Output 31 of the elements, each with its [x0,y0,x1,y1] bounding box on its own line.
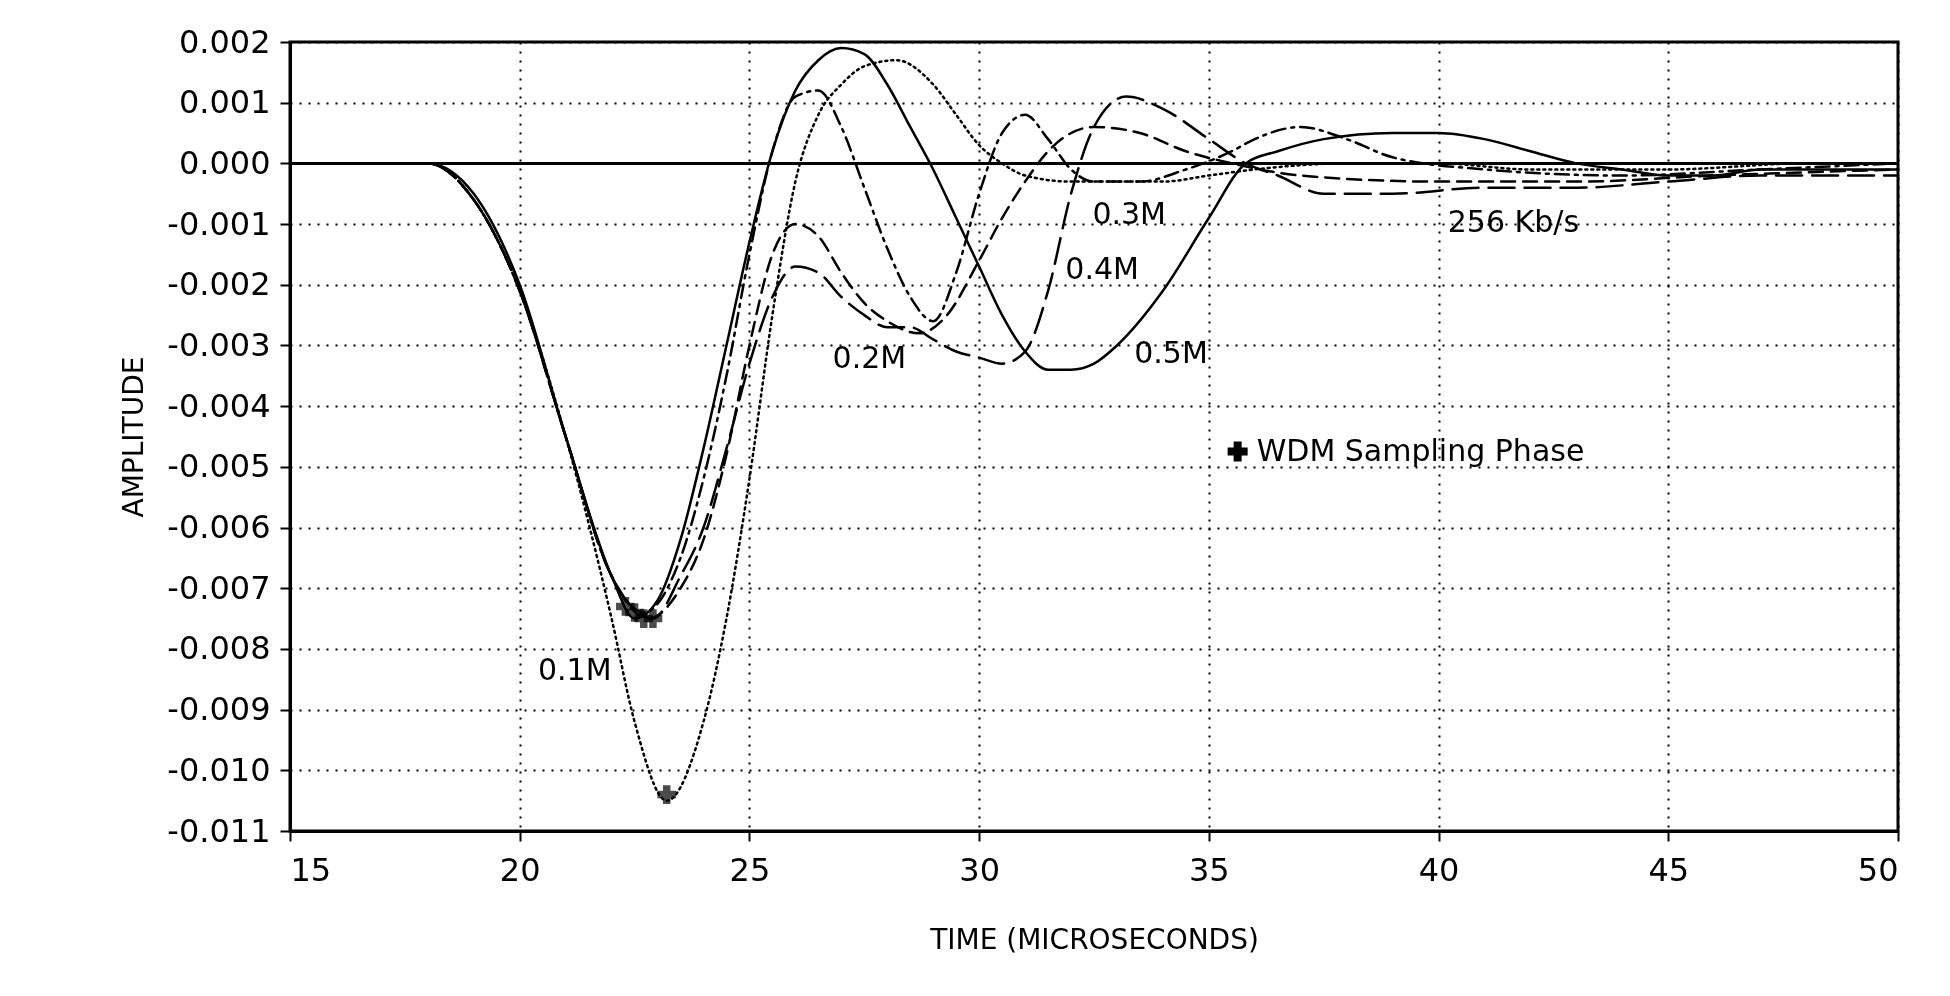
y-tick-label: -0.002 [167,265,271,304]
y-tick-label: 0.000 [178,143,271,182]
y-tick-label: -0.009 [167,690,271,729]
series-label: 0.2M [832,340,907,376]
y-tick-label: 0.002 [178,22,271,61]
series-label: 0.5M [1134,334,1208,370]
y-tick-label: -0.011 [167,811,271,850]
y-axis-title: AMPLITUDE [117,356,151,518]
x-tick-label: 15 [290,850,332,889]
y-tick-label: -0.010 [167,750,271,789]
x-tick-label: 40 [1418,850,1460,889]
y-tick-label: -0.007 [167,568,271,607]
x-tick-label: 45 [1648,850,1690,889]
series-label: 0.3M [1092,196,1166,232]
x-tick-label: 25 [729,850,771,889]
x-tick-label: 50 [1857,850,1899,889]
annotation: 256 Kb/s [1447,204,1580,240]
y-tick-label: -0.006 [167,508,271,547]
y-tick-label: -0.003 [167,325,271,364]
series-label: 0.1M [537,651,612,687]
y-tick-label: -0.008 [167,629,271,668]
series-label: 0.4M [1065,250,1139,286]
x-tick-label: 20 [499,850,541,889]
y-tick-label: 0.001 [178,83,271,122]
x-axis-title: TIME (MICROSECONDS) [929,922,1259,956]
y-tick-label: -0.005 [167,447,271,486]
x-tick-label: 35 [1189,850,1230,889]
x-tick-label: 30 [959,850,1000,889]
y-tick-label: -0.001 [167,204,271,243]
y-tick-label: -0.004 [167,386,271,425]
legend-label: WDM Sampling Phase [1256,432,1585,468]
